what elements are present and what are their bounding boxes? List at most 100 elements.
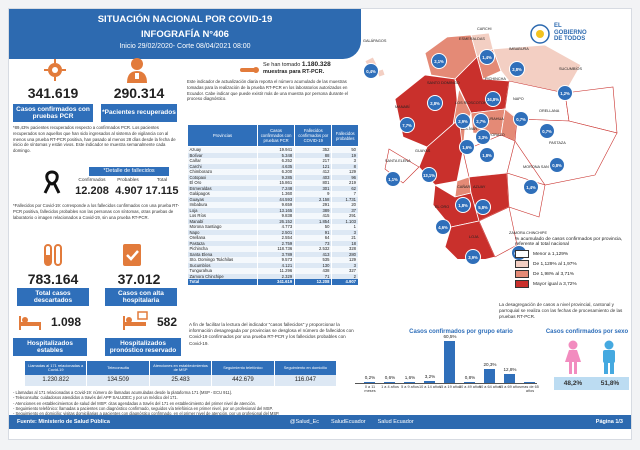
value-cell: 352: [294, 146, 333, 153]
map-badge: 1,2%: [557, 85, 573, 101]
legend-swatch: [515, 260, 529, 268]
value-cell: 37: [331, 207, 359, 213]
map-label: SANTO DOMINGO: [427, 81, 460, 85]
hospital-bed-icon: [17, 311, 43, 333]
value-cell: 50: [331, 146, 359, 153]
value-cell: 2.158: [294, 196, 333, 202]
table-row: Tungurahua 11.296 438 327: [187, 268, 359, 274]
services-value-cell: 25.483: [149, 375, 213, 386]
value-cell: 3.789: [257, 251, 296, 257]
services-header-cell: Llamadas al 171 relacionadas a Covid-19: [25, 361, 88, 375]
value-cell: 9.573: [257, 257, 296, 263]
age-category-label: 20 a 49 años: [459, 385, 481, 389]
map-label: PICHINCHA: [485, 77, 506, 81]
legend-item: Menor a 1,129%: [515, 250, 631, 258]
province-name-cell: Carchi: [187, 163, 258, 169]
province-name-cell: Bolívar: [187, 152, 258, 158]
province-name-cell: Pichincha: [187, 246, 258, 252]
map-label: LOS RÍOS: [455, 101, 473, 105]
value-cell: 9.659: [257, 202, 296, 208]
services-note-line: - Llamadas al 171 relacionadas a Covid-1…: [13, 390, 233, 395]
province-name-cell: Esmeraldas: [187, 185, 258, 191]
table-row: Morona Santiago 4.773 50 1: [187, 224, 359, 230]
deaths-note: *Fallecidos por Covid-19: corresponde a …: [13, 203, 180, 220]
value-cell: 2.759: [257, 240, 296, 246]
map-badge: 4,6%: [435, 219, 451, 235]
doctor-icon: [121, 55, 153, 85]
map-label: IMBABURA: [509, 47, 529, 51]
age-bar-value: 0,2%: [364, 375, 376, 380]
facebook-link[interactable]: SaludEcuador: [331, 419, 366, 425]
value-cell: 1.731: [331, 196, 359, 202]
province-name-cell: Napo: [187, 229, 258, 235]
col-province: Provincias: [187, 124, 258, 147]
value-cell: 19: [331, 152, 359, 158]
value-cell: 1.854: [294, 218, 333, 224]
services-value-cell: 442.679: [212, 375, 275, 386]
swab-icon: [237, 61, 261, 79]
map-badge: 1,8%: [455, 197, 471, 213]
age-chart: 0,2% 0 a 11 meses 0,6% 1 a 4 años 1,6% 5 a 9 …: [351, 334, 539, 403]
province-name-cell: Chimborazo: [187, 169, 258, 175]
male-icon: [603, 340, 615, 374]
services-table: Llamadas al 171 relacionadas a Covid-19 T…: [25, 361, 338, 386]
value-cell: 5.348: [257, 152, 296, 158]
infographic-sheet: SITUACIÓN NACIONAL POR COVID-19 INFOGRAF…: [8, 8, 632, 440]
services-note-line: - Seguimiento telefónico: llamadas a pac…: [13, 405, 273, 411]
map-note: La desagregación de casos a nivel provin…: [499, 302, 623, 320]
age-chart-title: Casos confirmados por grupo etario: [409, 329, 513, 335]
legend-title: % acumulado de casos confirmados por pro…: [515, 237, 623, 247]
map-label: CHIMBORAZO: [479, 133, 505, 137]
legend-swatch: [515, 270, 529, 278]
province-name-cell: Azuay: [187, 146, 258, 153]
map-label: AZUAY: [473, 185, 486, 189]
confirmed-value: 341.619: [27, 85, 79, 101]
value-cell: 26.152: [257, 218, 296, 224]
province-name-cell: Guayas: [187, 196, 258, 202]
recovered-note: *89,43% pacientes recuperados respecto a…: [13, 125, 176, 154]
ecuador-emblem-icon: [530, 24, 550, 44]
deaths-confirmed-value: 12.208: [75, 185, 109, 197]
map-badge: 0,8%: [549, 157, 565, 173]
value-cell: 2.329: [257, 273, 296, 279]
male-percent: 51,8%: [591, 377, 629, 390]
map-label: SUCUMBÍOS: [559, 67, 582, 71]
table-row: Loja 13.165 389 37: [187, 207, 359, 213]
value-cell: 301: [294, 185, 333, 191]
value-cell: 291: [331, 213, 359, 219]
map-label: GALÁPAGOS: [363, 39, 387, 43]
table-row: Imbabura 9.659 291 20: [187, 202, 359, 208]
table-row: Galápagos 1.360 9 7: [187, 191, 359, 197]
map-badge: 1,6%: [459, 139, 475, 155]
age-bar: [364, 382, 375, 383]
age-bar-value: 12,8%: [503, 367, 517, 373]
province-name-cell: Tungurahua: [187, 268, 258, 274]
services-value-cell: 1.230.822: [25, 375, 88, 386]
province-name-cell: Los Ríos: [187, 213, 258, 219]
value-cell: 4.773: [257, 224, 296, 230]
legend-item: De 1,98% al 3,71%: [515, 270, 631, 278]
legend-label: Menor a 1,129%: [533, 251, 569, 257]
services-note-line: - Seguimiento en domicilio: visitas domi…: [13, 411, 280, 417]
age-bar-value: 1,6%: [404, 374, 416, 380]
map-badge: 2,1%: [431, 53, 447, 69]
value-cell: 2: [331, 273, 359, 279]
age-bar: [464, 382, 475, 383]
table-row: Esmeraldas 7.248 301 62: [187, 185, 359, 191]
services-value-cell: 134.509: [87, 375, 150, 386]
icu-bed-icon: [121, 309, 151, 333]
table-total-row: Total 341.619 12.208 4.907: [187, 279, 359, 285]
map-badge: 1,1%: [385, 171, 401, 187]
table-row: Zamora Chinchipe 2.329 71 2: [187, 273, 359, 279]
table-row: Carchi 4.635 121 8: [187, 163, 359, 169]
map-badge: 0,4%: [363, 63, 379, 79]
province-name-cell: Sto. Domingo Tsáchilas: [187, 257, 258, 263]
value-cell: 389: [294, 207, 333, 213]
reserved-label: Hospitalizados pronóstico reservado: [105, 338, 181, 356]
deaths-header: *Detalle de fallecidos: [89, 167, 169, 176]
youtube-link[interactable]: Salud Ecuador: [377, 419, 414, 425]
province-name-cell: Total: [187, 279, 258, 285]
female-percent: 48,2%: [554, 377, 592, 390]
twitter-link[interactable]: @Salud_Ec: [289, 419, 320, 425]
test-tube-icon: [39, 241, 69, 269]
